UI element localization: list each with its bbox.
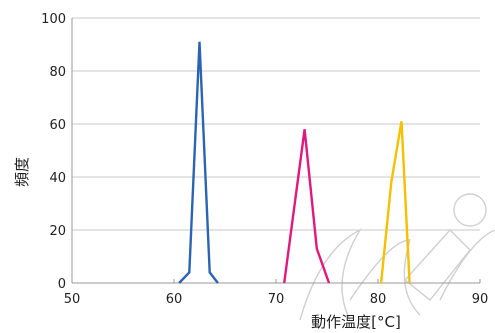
series-line-1 — [179, 42, 218, 283]
grid-lines — [72, 18, 480, 230]
x-tick-label-60: 60 — [166, 292, 183, 307]
x-tick-label-80: 80 — [370, 292, 387, 307]
series-line-2 — [284, 129, 329, 283]
watermark-logo — [300, 194, 495, 320]
y-tick-label-80: 80 — [49, 65, 66, 80]
y-tick-label-40: 40 — [49, 171, 66, 186]
x-tick-labels: 50 60 70 80 90 — [64, 292, 489, 307]
y-tick-label-60: 60 — [49, 118, 66, 133]
y-tick-label-0: 0 — [58, 277, 66, 292]
y-tick-labels: 0 20 40 60 80 100 — [41, 12, 66, 292]
y-tick-label-20: 20 — [49, 224, 66, 239]
y-tick-label-100: 100 — [41, 12, 66, 27]
series-group — [179, 42, 410, 283]
x-tick-label-50: 50 — [64, 292, 81, 307]
x-tick-label-70: 70 — [268, 292, 285, 307]
y-axis-label: 頻度 — [13, 157, 31, 187]
axes — [72, 18, 480, 283]
x-axis-label: 動作温度[°C] — [311, 313, 401, 331]
x-tick-label-90: 90 — [472, 292, 489, 307]
